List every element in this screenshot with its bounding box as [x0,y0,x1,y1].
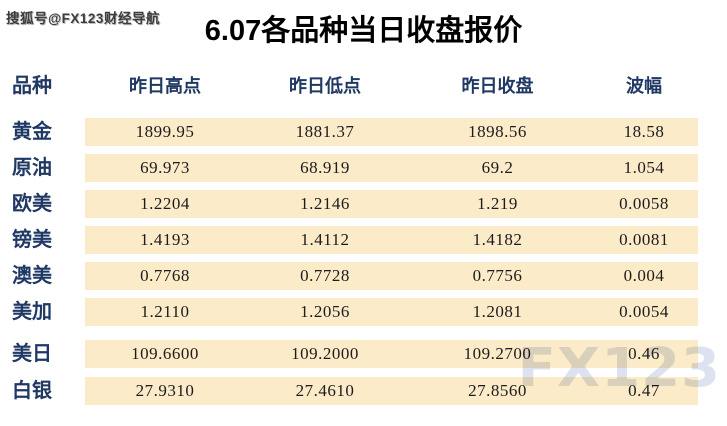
cell-range: 18.58 [623,122,665,141]
row-band: 1.2110 1.2056 1.2081 0.0054 [85,298,698,326]
cell-prev-low: 1.2056 [300,302,350,321]
cell-prev-high: 109.6600 [131,344,199,363]
table-row-eurusd: 欧美 1.2204 1.2146 1.219 0.0058 [0,190,727,218]
row-label: 美加 [12,301,52,323]
cell-prev-low: 1881.37 [295,122,355,141]
cell-prev-close: 109.2700 [463,344,532,363]
column-header-prev-low: 昨日低点 [289,76,361,96]
row-label: 黄金 [12,121,52,143]
cell-range: 0.0058 [619,194,669,213]
cell-range: 0.0054 [619,302,669,321]
table-row-usdcad: 美加 1.2110 1.2056 1.2081 0.0054 [0,298,727,326]
quotes-table: 品种 昨日高点 昨日低点 昨日收盘 波幅 黄金 1899.95 1881.37 … [0,72,727,405]
cell-prev-low: 1.4112 [300,230,350,249]
row-label: 镑美 [12,229,52,251]
row-label: 欧美 [12,193,52,215]
table-header-row: 品种 昨日高点 昨日低点 昨日收盘 波幅 [0,72,727,100]
cell-prev-high: 27.9310 [135,381,195,400]
header-band: 昨日高点 昨日低点 昨日收盘 波幅 [85,72,698,100]
row-label: 白银 [12,380,52,402]
cell-prev-low: 0.7728 [300,266,350,285]
sohu-account-watermark: 搜狐号@FX123财经导航 [6,11,160,26]
cell-range: 1.054 [623,158,665,177]
table-row-silver: 白银 27.9310 27.4610 27.8560 0.47 [0,377,727,405]
cell-prev-high: 1.2204 [140,194,190,213]
table-row-crude-oil: 原油 69.973 68.919 69.2 1.054 [0,154,727,182]
cell-prev-close: 1.219 [477,194,518,213]
table-row-gbpusd: 镑美 1.4193 1.4112 1.4182 0.0081 [0,226,727,254]
cell-range: 0.46 [628,344,660,363]
column-header-prev-close: 昨日收盘 [461,76,534,96]
column-header-instrument: 品种 [12,75,52,97]
cell-prev-low: 109.2000 [291,344,359,363]
row-band: 109.6600 109.2000 109.2700 0.46 [85,340,698,368]
table-row-usdjpy: 美日 109.6600 109.2000 109.2700 0.46 [0,340,727,368]
cell-prev-close: 27.8560 [468,381,527,400]
row-band: 1.4193 1.4112 1.4182 0.0081 [85,226,698,254]
row-band: 1.2204 1.2146 1.219 0.0058 [85,190,698,218]
cell-prev-close: 1.2081 [472,302,523,321]
table-row-gold: 黄金 1899.95 1881.37 1898.56 18.58 [0,118,727,146]
cell-prev-high: 1.2110 [140,302,190,321]
cell-prev-low: 1.2146 [300,194,350,213]
cell-prev-close: 1898.56 [468,122,527,141]
column-header-range: 波幅 [626,76,662,96]
row-band: 69.973 68.919 69.2 1.054 [85,154,698,182]
page-title: 6.07各品种当日收盘报价 [204,15,523,47]
cell-prev-close: 69.2 [481,158,514,177]
row-band: 1899.95 1881.37 1898.56 18.58 [85,118,698,146]
cell-prev-high: 1.4193 [140,230,190,249]
cell-range: 0.47 [628,381,660,400]
table-row-audusd: 澳美 0.7768 0.7728 0.7756 0.004 [0,262,727,290]
row-band: 0.7768 0.7728 0.7756 0.004 [85,262,698,290]
row-label: 美日 [12,343,52,365]
column-header-prev-high: 昨日高点 [129,76,201,96]
row-label: 澳美 [12,265,52,287]
cell-prev-high: 0.7768 [140,266,190,285]
cell-prev-low: 68.919 [300,158,350,177]
row-label: 原油 [12,157,52,179]
cell-prev-high: 1899.95 [135,122,195,141]
cell-prev-close: 0.7756 [472,266,523,285]
row-band: 27.9310 27.4610 27.8560 0.47 [85,377,698,405]
cell-range: 0.004 [623,266,665,285]
cell-prev-close: 1.4182 [472,230,523,249]
cell-prev-low: 27.4610 [295,381,355,400]
cell-prev-high: 69.973 [140,158,190,177]
cell-range: 0.0081 [619,230,669,249]
